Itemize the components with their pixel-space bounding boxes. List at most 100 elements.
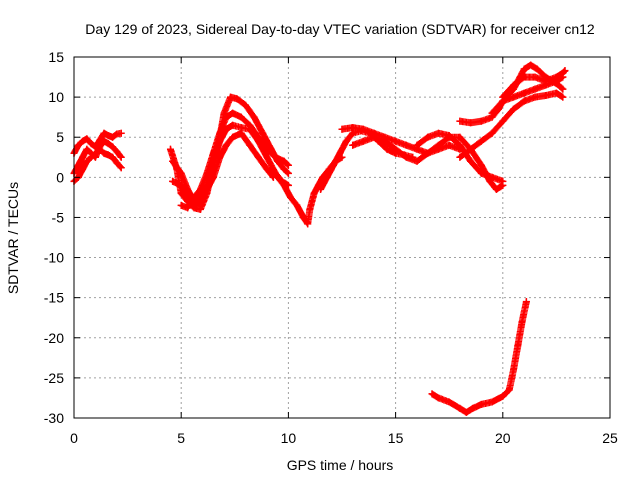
data-point (370, 133, 378, 141)
data-point (555, 81, 563, 89)
data-point (196, 185, 204, 193)
data-point (83, 157, 91, 165)
x-tick-label: 5 (177, 430, 185, 446)
data-point (381, 137, 389, 145)
data-point (552, 89, 560, 97)
data-point (531, 73, 539, 81)
data-point (510, 366, 518, 374)
y-tick-label: -5 (52, 209, 65, 225)
data-point (113, 130, 121, 138)
data-point (237, 129, 245, 137)
data-point (467, 157, 475, 165)
data-point (413, 157, 421, 165)
data-point (488, 129, 496, 137)
data-point (510, 93, 518, 101)
data-point (169, 157, 177, 165)
data-point (462, 408, 470, 416)
data-point (559, 93, 567, 101)
series-trace-p (499, 67, 569, 101)
data-point (246, 141, 254, 149)
data-point (117, 164, 125, 172)
data-point (499, 117, 507, 125)
data-point (184, 193, 192, 201)
data-point (250, 113, 258, 121)
data-point (272, 153, 280, 161)
series-trace-j (338, 124, 464, 157)
data-point (559, 85, 567, 93)
series-trace-m (456, 89, 567, 161)
data-point (229, 121, 237, 129)
data-point (520, 65, 528, 73)
series-trace-g (177, 109, 292, 212)
data-point (304, 220, 312, 228)
data-point (552, 73, 560, 81)
data-point (259, 129, 267, 137)
tick-label-layer: 0 5 10 15 20 25 15 10 5 0 -5 -10 -15 -20 -25 -30 (44, 49, 618, 446)
data-point (203, 185, 211, 193)
data-point (263, 145, 271, 153)
data-point (392, 137, 400, 145)
y-tick-label: -15 (44, 290, 64, 306)
data-point (254, 153, 262, 161)
data-point (109, 143, 117, 151)
data-point (499, 177, 507, 185)
data-point (428, 390, 436, 398)
data-point (477, 161, 485, 169)
data-point (222, 141, 230, 149)
data-point (196, 197, 204, 205)
data-point (329, 161, 337, 169)
data-point (293, 201, 301, 209)
y-axis-label: SDTVAR / TECUs (5, 182, 21, 294)
data-point (488, 109, 496, 117)
data-point (467, 119, 475, 127)
data-point (522, 298, 530, 306)
data-point (196, 205, 204, 213)
data-point (434, 394, 442, 402)
y-tick-label: -25 (44, 370, 64, 386)
data-point (203, 169, 211, 177)
data-point (79, 153, 87, 161)
data-point (402, 153, 410, 161)
data-point (492, 185, 500, 193)
y-tick-label: 0 (56, 169, 64, 185)
data-point (424, 133, 432, 141)
data-point (117, 129, 125, 137)
data-point (383, 145, 391, 153)
data-point (233, 95, 241, 103)
x-tick-label: 25 (602, 430, 618, 446)
data-point (100, 129, 108, 137)
data-point (227, 93, 235, 101)
y-tick-label: 10 (48, 89, 64, 105)
data-point (424, 149, 432, 157)
data-point (209, 173, 217, 181)
data-point (477, 117, 485, 125)
data-point (113, 148, 121, 156)
data-point (533, 65, 541, 73)
data-point (280, 181, 288, 189)
data-point (79, 137, 87, 145)
data-point (505, 386, 513, 394)
data-point (96, 136, 104, 144)
data-point (222, 113, 230, 121)
data-point (445, 398, 453, 406)
data-point (242, 101, 250, 109)
data-point (166, 145, 174, 153)
data-point (104, 151, 112, 159)
data-point (542, 77, 550, 85)
chart-title: Day 129 of 2023, Sidereal Day-to-day VTE… (85, 21, 595, 37)
data-point (520, 97, 528, 105)
data-point (74, 161, 82, 169)
data-point (254, 133, 262, 141)
data-point (402, 141, 410, 149)
data-point (527, 61, 535, 69)
data-point (445, 132, 453, 140)
data-point (477, 400, 485, 408)
data-point (413, 141, 421, 149)
data-point (338, 125, 346, 133)
data-point (445, 141, 453, 149)
data-point (177, 201, 185, 209)
data-point (100, 149, 108, 157)
data-point (469, 404, 477, 412)
x-tick-label: 10 (281, 430, 297, 446)
